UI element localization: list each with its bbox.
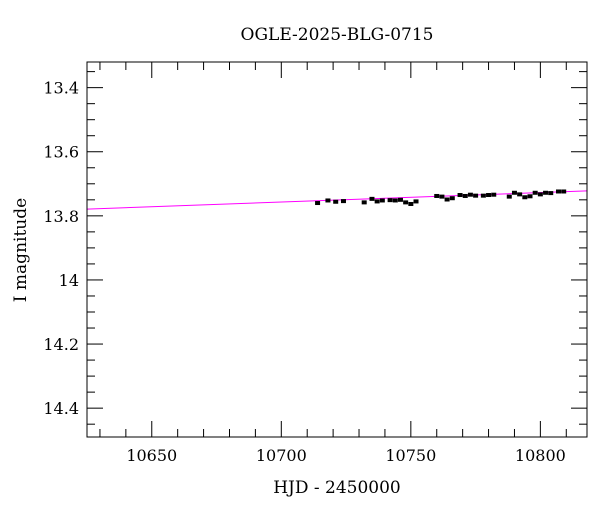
data-point (374, 199, 380, 204)
data-point (444, 197, 450, 202)
data-point (439, 194, 445, 199)
y-axis-title: I magnitude (11, 198, 31, 302)
data-point (522, 195, 528, 200)
y-tick-label: 14 (59, 271, 79, 290)
chart-title: OGLE-2025-BLG-0715 (241, 25, 434, 45)
x-axis-title: HJD - 2450000 (273, 478, 401, 498)
data-point (434, 193, 440, 198)
data-point (333, 199, 339, 204)
data-point (527, 194, 533, 199)
data-point (449, 196, 455, 201)
data-point (491, 192, 497, 197)
data-point (480, 193, 486, 198)
data-point (315, 201, 321, 206)
plot-frame (86, 61, 588, 438)
y-tick-label: 13.6 (43, 143, 79, 162)
data-point (403, 200, 409, 205)
data-point (457, 193, 463, 198)
data-point (387, 198, 393, 203)
data-point (325, 198, 331, 203)
data-point (473, 193, 479, 198)
data-point (532, 190, 538, 195)
y-tick-label: 14.4 (43, 399, 79, 418)
data-point (517, 192, 523, 197)
data-point (392, 198, 398, 203)
y-tick-label: 13.8 (43, 207, 79, 226)
data-point (548, 191, 554, 196)
data-point (556, 189, 562, 194)
data-point (486, 193, 492, 198)
data-point (361, 200, 367, 205)
data-point (379, 198, 385, 203)
data-point (408, 201, 414, 206)
data-point (467, 192, 473, 197)
data-point (543, 190, 549, 195)
data-point (561, 189, 567, 194)
x-tick-label: 10800 (515, 446, 566, 465)
x-tick-label: 10650 (126, 446, 177, 465)
y-tick-label: 13.4 (43, 79, 79, 98)
x-tick-label: 10750 (385, 446, 436, 465)
y-tick-label: 14.2 (43, 335, 79, 354)
data-point (462, 193, 468, 198)
data-point (397, 197, 403, 202)
data-point (369, 196, 375, 201)
data-point (413, 199, 419, 204)
data-point (506, 194, 512, 199)
data-point (537, 192, 543, 197)
data-point (511, 190, 517, 195)
x-tick-label: 10700 (256, 446, 307, 465)
data-point (340, 199, 346, 204)
